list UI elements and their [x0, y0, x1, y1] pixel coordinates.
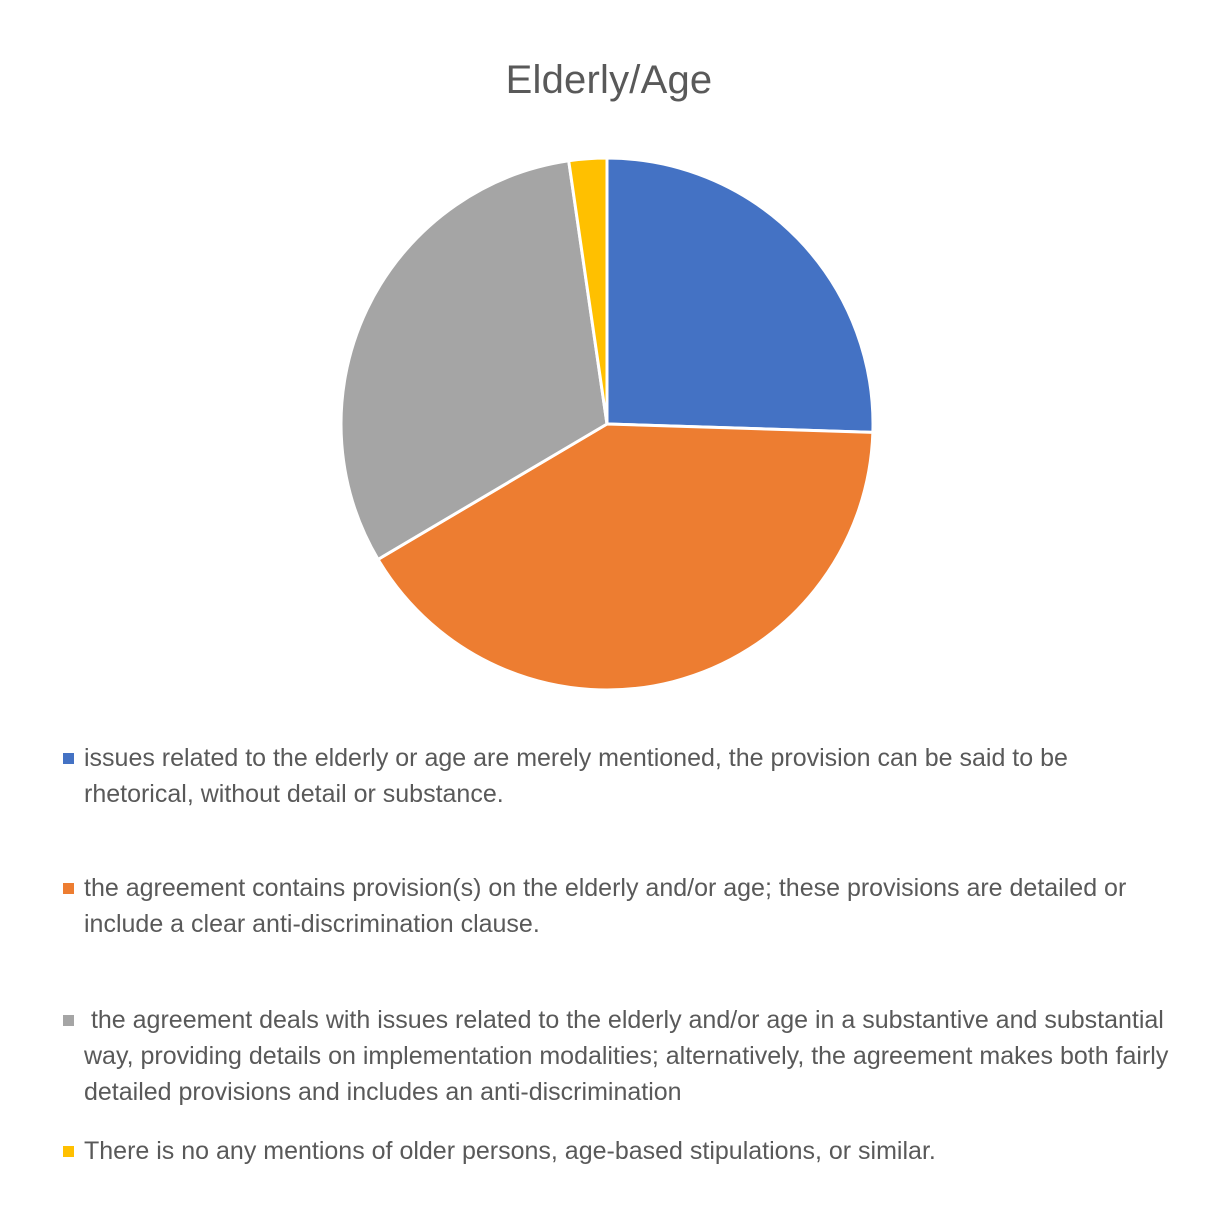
legend-swatch [63, 883, 74, 894]
legend-item-none: There is no any mentions of older person… [60, 1133, 1170, 1169]
legend-swatch [63, 1146, 74, 1157]
legend-item-mentioned: issues related to the elderly or age are… [60, 740, 1170, 812]
legend-label: the agreement contains provision(s) on t… [84, 874, 1134, 938]
legend-item-substantive: the agreement deals with issues related … [60, 1002, 1170, 1110]
legend-item-detailed: the agreement contains provision(s) on t… [60, 870, 1170, 942]
pie-slice-detailed [376, 422, 875, 692]
legend-swatch [63, 753, 74, 764]
legend-swatch [63, 1015, 74, 1026]
legend-label: issues related to the elderly or age are… [84, 744, 1075, 808]
legend-label: the agreement deals with issues related … [84, 1006, 1176, 1106]
chart-title: Elderly/Age [505, 58, 713, 102]
legend-label: There is no any mentions of older person… [84, 1137, 936, 1165]
pie-slice-none [567, 156, 609, 426]
pie-slice-mentioned [605, 156, 875, 434]
pie-chart [339, 156, 875, 692]
pie-slice-substantive [339, 159, 609, 561]
